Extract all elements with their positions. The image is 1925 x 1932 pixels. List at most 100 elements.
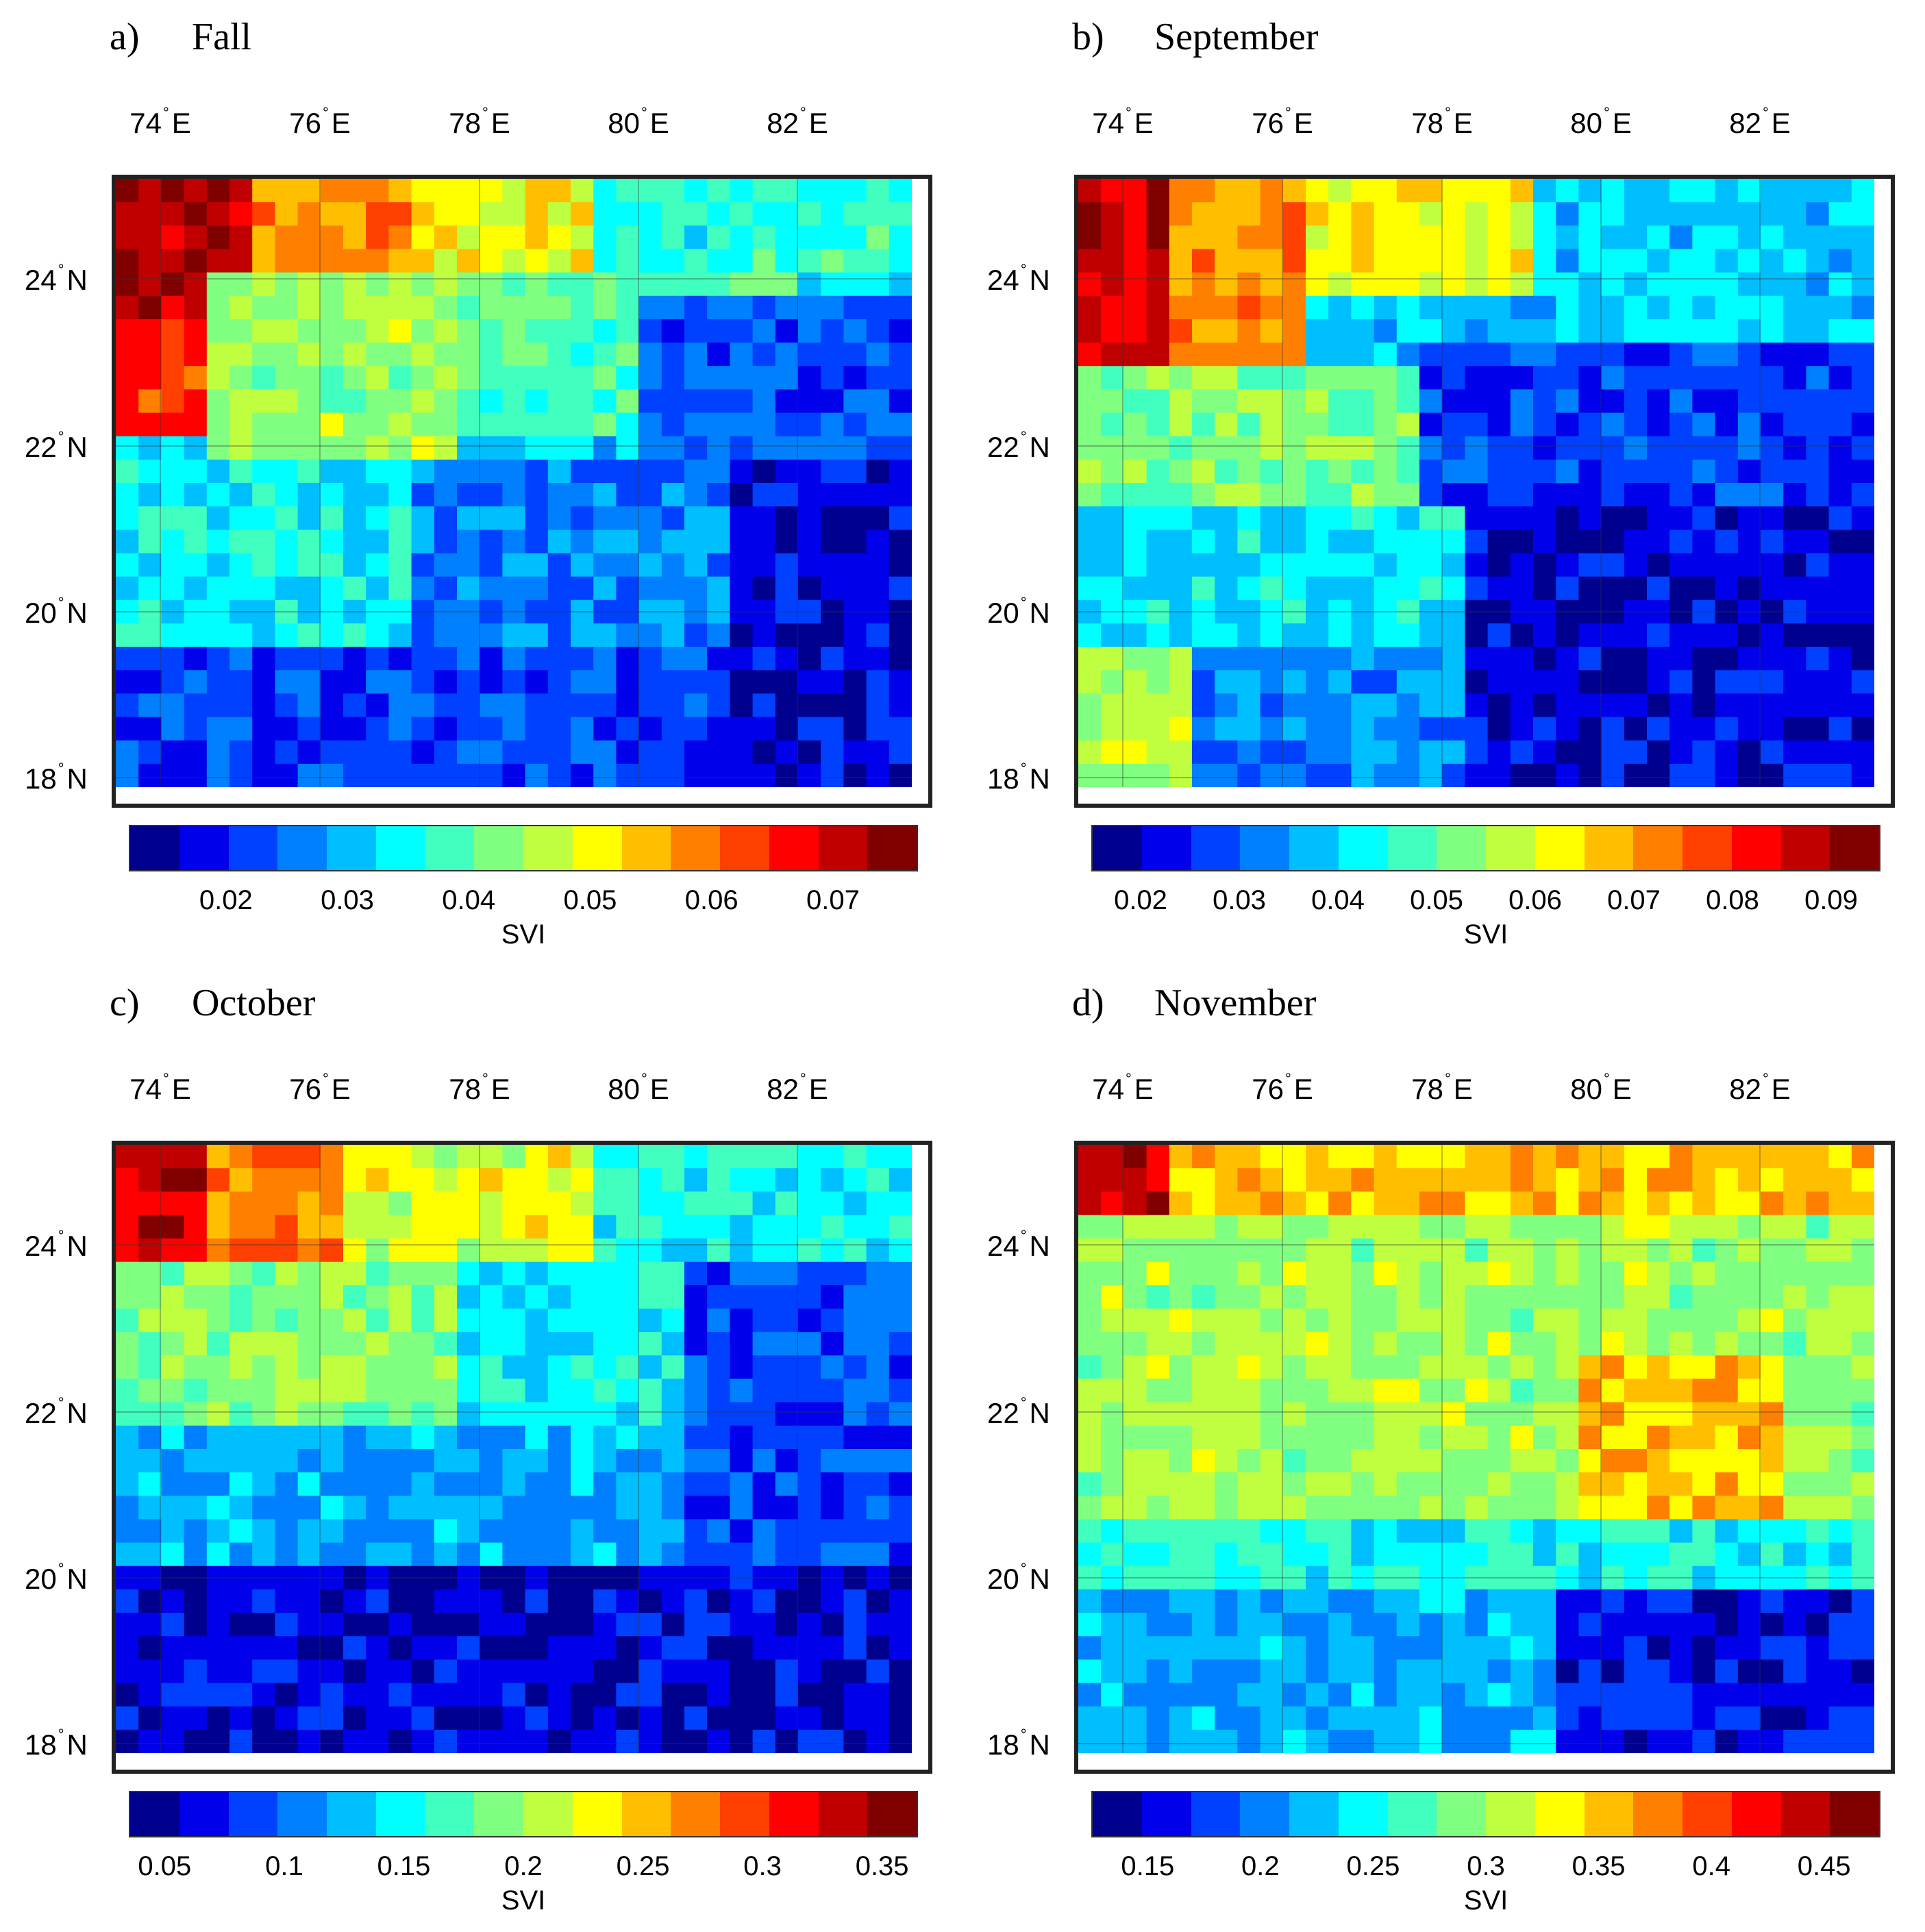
heatmap-cell	[480, 412, 503, 437]
heatmap-cell	[434, 1659, 458, 1684]
heatmap-cell	[1351, 740, 1375, 765]
heatmap-cell	[1101, 740, 1124, 765]
heatmap-cell	[1851, 1378, 1874, 1403]
heatmap-cell	[1669, 412, 1693, 437]
heatmap-cell	[366, 1378, 389, 1403]
heatmap-cell	[1465, 1496, 1489, 1520]
heatmap-cell	[411, 1309, 435, 1333]
heatmap-cell	[1761, 366, 1784, 390]
heatmap-cell	[593, 1613, 617, 1637]
heatmap-cell	[593, 1472, 617, 1496]
heatmap-cell	[1215, 225, 1238, 250]
heatmap-cell	[798, 225, 821, 250]
x-tick-unit: E	[1134, 107, 1154, 139]
heatmap-cell	[661, 1496, 685, 1520]
heatmap-cell	[821, 295, 844, 320]
heatmap-cell	[616, 1261, 640, 1286]
heatmap-cell	[1578, 179, 1602, 203]
heatmap-cell	[1101, 553, 1124, 578]
heatmap-cell	[866, 179, 890, 203]
heatmap-cell	[547, 1683, 571, 1707]
heatmap-cell	[1692, 1215, 1716, 1239]
heatmap-cell	[638, 553, 662, 578]
heatmap-cell	[1374, 295, 1398, 320]
colorbar-segment	[1682, 1792, 1732, 1836]
heatmap-cell	[525, 1659, 549, 1684]
heatmap-cell	[457, 670, 480, 694]
heatmap-cell	[320, 1659, 344, 1684]
heatmap-cell	[684, 1168, 708, 1192]
heatmap-cell	[1465, 647, 1489, 671]
heatmap-cell	[366, 1355, 389, 1380]
heatmap-cell	[1419, 295, 1443, 320]
heatmap-cell	[525, 1261, 549, 1286]
heatmap-cell	[138, 576, 162, 601]
heatmap-cell	[1510, 272, 1534, 297]
heatmap-cell	[1669, 647, 1693, 671]
heatmap-cell	[1487, 1729, 1511, 1753]
heatmap-cell	[1442, 553, 1465, 578]
heatmap-cell	[707, 763, 730, 787]
heatmap-cell	[1237, 1168, 1261, 1192]
heatmap-cell	[411, 202, 435, 226]
heatmap-cell	[1715, 319, 1739, 343]
heatmap-cell	[889, 412, 912, 437]
heatmap-cell	[752, 506, 776, 530]
heatmap-cell	[1669, 1285, 1693, 1309]
heatmap-cell	[1351, 576, 1375, 601]
heatmap-cell	[1215, 576, 1238, 601]
heatmap-cell	[138, 1613, 162, 1637]
heatmap-cell	[138, 1168, 162, 1192]
heatmap-cell	[1601, 179, 1625, 203]
heatmap-cell	[229, 1191, 253, 1216]
heatmap-cell	[1601, 553, 1625, 578]
heatmap-cell	[161, 1402, 185, 1426]
heatmap-cell	[138, 693, 162, 718]
heatmap-cell	[1374, 647, 1398, 671]
y-tick-label: 22°N	[987, 1394, 1050, 1429]
heatmap-cell	[1192, 1472, 1215, 1496]
heatmap-cell	[1419, 1215, 1443, 1239]
heatmap-cell	[1442, 343, 1465, 367]
heatmap-cell	[366, 179, 389, 203]
heatmap-cell	[821, 763, 844, 787]
heatmap-cell	[638, 1238, 662, 1263]
heatmap-cell	[1123, 319, 1147, 343]
heatmap-cell	[138, 1449, 162, 1473]
heatmap-cell	[1215, 436, 1238, 460]
heatmap-cell	[116, 295, 139, 320]
heatmap-cell	[1783, 647, 1806, 671]
heatmap-cell	[889, 202, 912, 226]
heatmap-cell	[480, 1659, 503, 1684]
heatmap-cell	[1328, 459, 1352, 484]
heatmap-cell	[1101, 1542, 1124, 1567]
heatmap-cell	[684, 1215, 708, 1239]
heatmap-cell	[1737, 225, 1761, 250]
heatmap-cell	[1442, 225, 1465, 250]
heatmap-cell	[116, 319, 139, 343]
heatmap-cell	[1396, 343, 1420, 367]
heatmap-cell	[1601, 389, 1625, 414]
heatmap-cell	[752, 1519, 776, 1544]
heatmap-cell	[1669, 506, 1693, 530]
heatmap-cell	[866, 530, 890, 554]
heatmap-cell	[320, 1589, 344, 1613]
heatmap-cell	[1396, 1472, 1420, 1496]
heatmap-cell	[1282, 1683, 1306, 1707]
heatmap-cell	[1351, 763, 1375, 787]
colorbar-segment	[474, 1792, 523, 1836]
heatmap-cell	[1715, 272, 1739, 297]
heatmap-cell	[1647, 1519, 1670, 1544]
heatmap-cell	[1078, 1261, 1102, 1286]
heatmap-cell	[1783, 272, 1806, 297]
panel-title-text: November	[1154, 982, 1317, 1024]
heatmap-cell	[752, 1215, 776, 1239]
colorbar-segment	[1240, 1792, 1289, 1836]
heatmap-cell	[1192, 740, 1215, 765]
heatmap-cell	[1146, 319, 1170, 343]
heatmap-cell	[1624, 202, 1648, 226]
colorbar-segment	[1830, 826, 1879, 870]
colorbar-segment	[1584, 1792, 1634, 1836]
colorbar-segment	[1486, 1792, 1535, 1836]
heatmap-cell	[889, 225, 912, 250]
